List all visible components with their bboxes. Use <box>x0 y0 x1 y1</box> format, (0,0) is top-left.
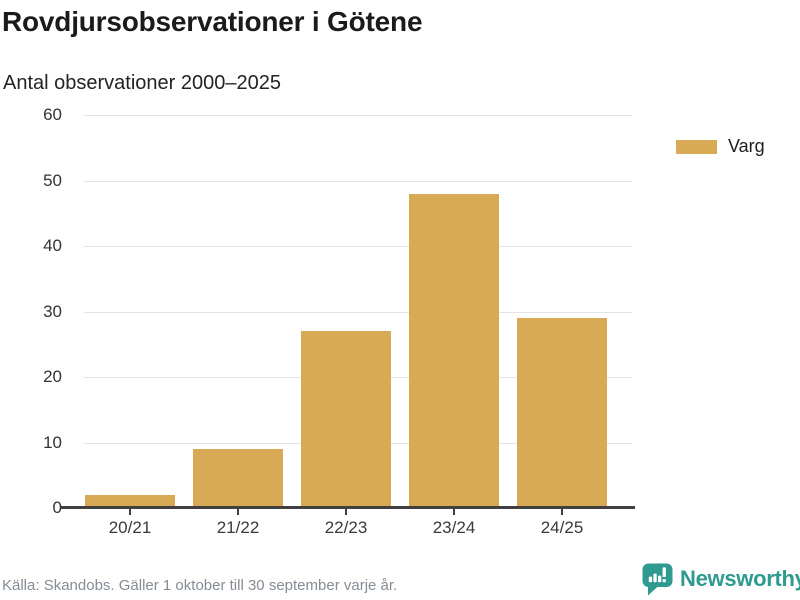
bar-band-21/22 <box>184 115 292 508</box>
xtick-22/23 <box>345 509 347 515</box>
source-note: Källa: Skandobs. Gäller 1 oktober till 3… <box>2 577 398 594</box>
ytick-label-50: 50 <box>43 170 62 190</box>
gridline-y40 <box>84 246 632 247</box>
ytick-label-0: 0 <box>52 498 62 517</box>
bar-24/25 <box>517 318 607 508</box>
legend-swatch-icon <box>676 139 717 154</box>
xtick-label-24/25: 24/25 <box>540 518 584 537</box>
xband-23/24: 23/24 <box>400 509 508 549</box>
xtick-24/25 <box>561 509 563 515</box>
xtick-23/24 <box>453 509 455 515</box>
ytick-label-40: 40 <box>43 236 62 255</box>
bar-20/21 <box>85 494 175 508</box>
ytick-label-10: 10 <box>43 432 62 452</box>
x-axis-labels: 20/21 21/22 22/23 23/24 24/25 <box>76 509 616 549</box>
xband-21/22: 21/22 <box>184 509 292 549</box>
legend: Varg <box>676 136 765 157</box>
bar-band-24/25 <box>508 115 616 508</box>
bar-series-varg <box>76 115 616 508</box>
bar-band-22/23 <box>292 115 400 508</box>
x-axis-line <box>61 506 635 509</box>
legend-label: Varg <box>728 136 765 156</box>
xband-22/23: 22/23 <box>292 509 400 549</box>
gridline-y30 <box>84 311 632 313</box>
xtick-label-22/23: 22/23 <box>324 518 368 537</box>
xtick-20/21 <box>129 509 131 515</box>
xband-20/21: 20/21 <box>76 509 184 549</box>
xtick-21/22 <box>237 509 239 515</box>
bar-chart-speech-bubble-icon <box>642 563 673 596</box>
gridline-y50 <box>84 180 632 182</box>
chart-title: Rovdjursobservationer i Götene <box>2 6 423 37</box>
ytick-label-30: 30 <box>43 301 62 321</box>
ytick-label-60: 60 <box>43 105 62 124</box>
chart-subtitle: Antal observationer 2000–2025 <box>3 72 281 94</box>
xtick-label-21/22: 21/22 <box>216 518 260 537</box>
xband-24/25: 24/25 <box>508 509 616 549</box>
brand-logo: Newsworthy <box>642 563 800 597</box>
xtick-label-20/21: 20/21 <box>108 518 152 537</box>
xtick-label-23/24: 23/24 <box>432 518 476 537</box>
ytick-label-20: 20 <box>43 367 62 386</box>
brand-name: Newsworthy <box>680 566 800 591</box>
bar-23/24 <box>409 193 499 508</box>
bar-22/23 <box>301 331 391 508</box>
gridline-y60 <box>84 115 632 116</box>
bar-band-23/24 <box>400 115 508 508</box>
bar-21/22 <box>193 449 283 508</box>
bar-band-20/21 <box>76 115 184 508</box>
